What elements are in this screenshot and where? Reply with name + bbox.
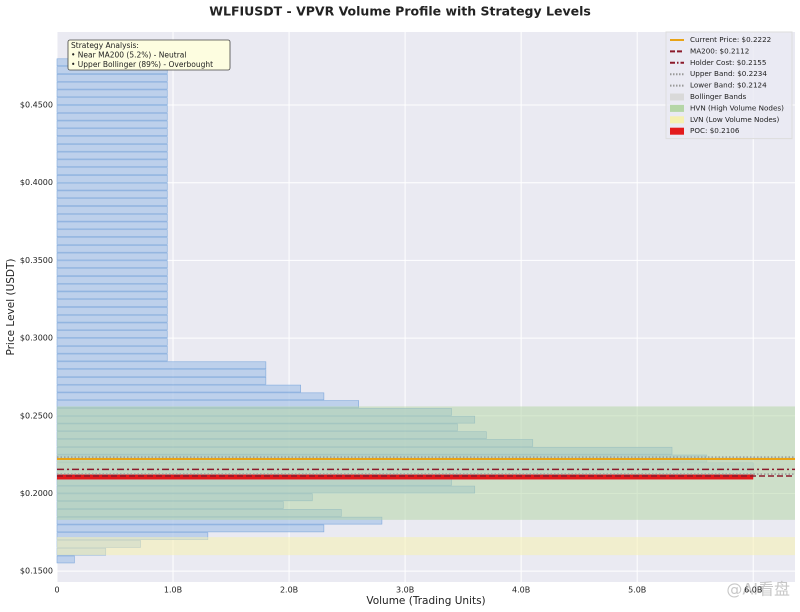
- legend-swatch: [670, 127, 684, 135]
- volume-bar: [56, 167, 168, 175]
- annotation-text: • Upper Bollinger (89%) - Overbought: [71, 60, 213, 69]
- volume-bar: [56, 555, 75, 564]
- y-tick-label: $0.2500: [20, 411, 53, 420]
- annotation-text: • Near MA200 (5.2%) - Neutral: [71, 51, 186, 60]
- legend-label: MA200: $0.2112: [690, 46, 749, 55]
- volume-bar: [56, 89, 168, 98]
- volume-bar: [56, 128, 168, 136]
- y-tick-label: $0.1500: [20, 567, 53, 576]
- volume-bar: [56, 252, 168, 261]
- volume-bar: [56, 330, 168, 338]
- volume-bar: [56, 81, 168, 90]
- x-tick-label: 1.0B: [164, 586, 182, 595]
- legend-swatch: [670, 93, 684, 101]
- volume-bar: [56, 377, 267, 385]
- volume-bar: [56, 353, 168, 362]
- volume-bar: [56, 151, 168, 160]
- volume-bar: [56, 260, 168, 269]
- legend-label: POC: $0.2106: [690, 126, 740, 135]
- y-tick-label: $0.4000: [20, 178, 53, 187]
- volume-bar: [56, 314, 168, 323]
- volume-bar: [56, 237, 168, 245]
- volume-bar: [56, 182, 168, 191]
- volume-bar: [56, 221, 168, 230]
- watermark: @AI看盘: [726, 580, 790, 599]
- legend-swatch: [670, 116, 684, 124]
- legend-label: Current Price: $0.2222: [690, 35, 771, 44]
- x-tick-label: 4.0B: [512, 586, 530, 595]
- volume-bar: [56, 283, 168, 292]
- volume-bar: [56, 213, 168, 222]
- legend-label: Holder Cost: $0.2155: [690, 58, 766, 67]
- legend-label: Upper Band: $0.2234: [690, 69, 767, 78]
- x-tick-label: 6.0B: [744, 586, 762, 595]
- legend-label: Lower Band: $0.2124: [690, 81, 767, 90]
- legend-swatch: [670, 104, 684, 112]
- volume-bar: [56, 524, 325, 533]
- band: [57, 406, 795, 520]
- volume-bar: [56, 244, 168, 253]
- legend-box: [665, 31, 793, 140]
- plot-layer: [56, 32, 795, 582]
- volume-bar: [56, 198, 168, 206]
- volume-bar: [56, 105, 168, 113]
- x-tick-label: 0: [54, 586, 59, 595]
- volume-bar: [56, 74, 168, 82]
- volume-bar: [56, 307, 168, 315]
- volume-bar: [56, 299, 168, 307]
- volume-bar: [56, 175, 168, 183]
- volume-bar: [56, 229, 168, 237]
- x-tick-label: 5.0B: [628, 586, 646, 595]
- volume-bar: [56, 120, 168, 129]
- volume-bar: [56, 322, 168, 331]
- volume-bar: [56, 338, 168, 346]
- x-tick-label: 3.0B: [396, 586, 414, 595]
- y-tick-label: $0.2000: [20, 489, 53, 498]
- legend-label: HVN (High Volume Nodes): [690, 103, 784, 112]
- volume-bar: [56, 384, 301, 393]
- y-tick-label: $0.3000: [20, 334, 53, 343]
- volume-bar: [56, 345, 168, 354]
- y-tick-label: $0.4500: [20, 101, 53, 110]
- volume-bar: [56, 190, 168, 199]
- volume-bar: [56, 159, 168, 168]
- volume-bar: [56, 143, 168, 152]
- volume-bar: [56, 136, 168, 144]
- volume-bar: [56, 276, 168, 284]
- volume-bar: [56, 268, 168, 276]
- x-axis-label: Volume (Trading Units): [366, 595, 485, 607]
- annotation-text: Strategy Analysis:: [71, 41, 139, 50]
- band: [57, 537, 795, 556]
- volume-bar: [56, 97, 168, 105]
- volume-bar: [56, 392, 325, 401]
- annotation-box: [67, 39, 231, 71]
- volume-bar: [56, 291, 168, 300]
- legend-label: LVN (Low Volume Nodes): [690, 115, 780, 124]
- legend-label: Bollinger Bands: [690, 92, 747, 101]
- chart-title: WLFIUSDT - VPVR Volume Profile with Stra…: [209, 4, 591, 19]
- y-tick-label: $0.3500: [20, 256, 53, 265]
- y-axis-label: Price Level (USDT): [5, 258, 17, 355]
- poc-bar: [57, 474, 754, 480]
- volume-bar: [56, 361, 267, 370]
- volume-bar: [56, 206, 168, 214]
- x-tick-label: 2.0B: [280, 586, 298, 595]
- volume-bar: [56, 112, 168, 121]
- volume-bar: [56, 369, 267, 377]
